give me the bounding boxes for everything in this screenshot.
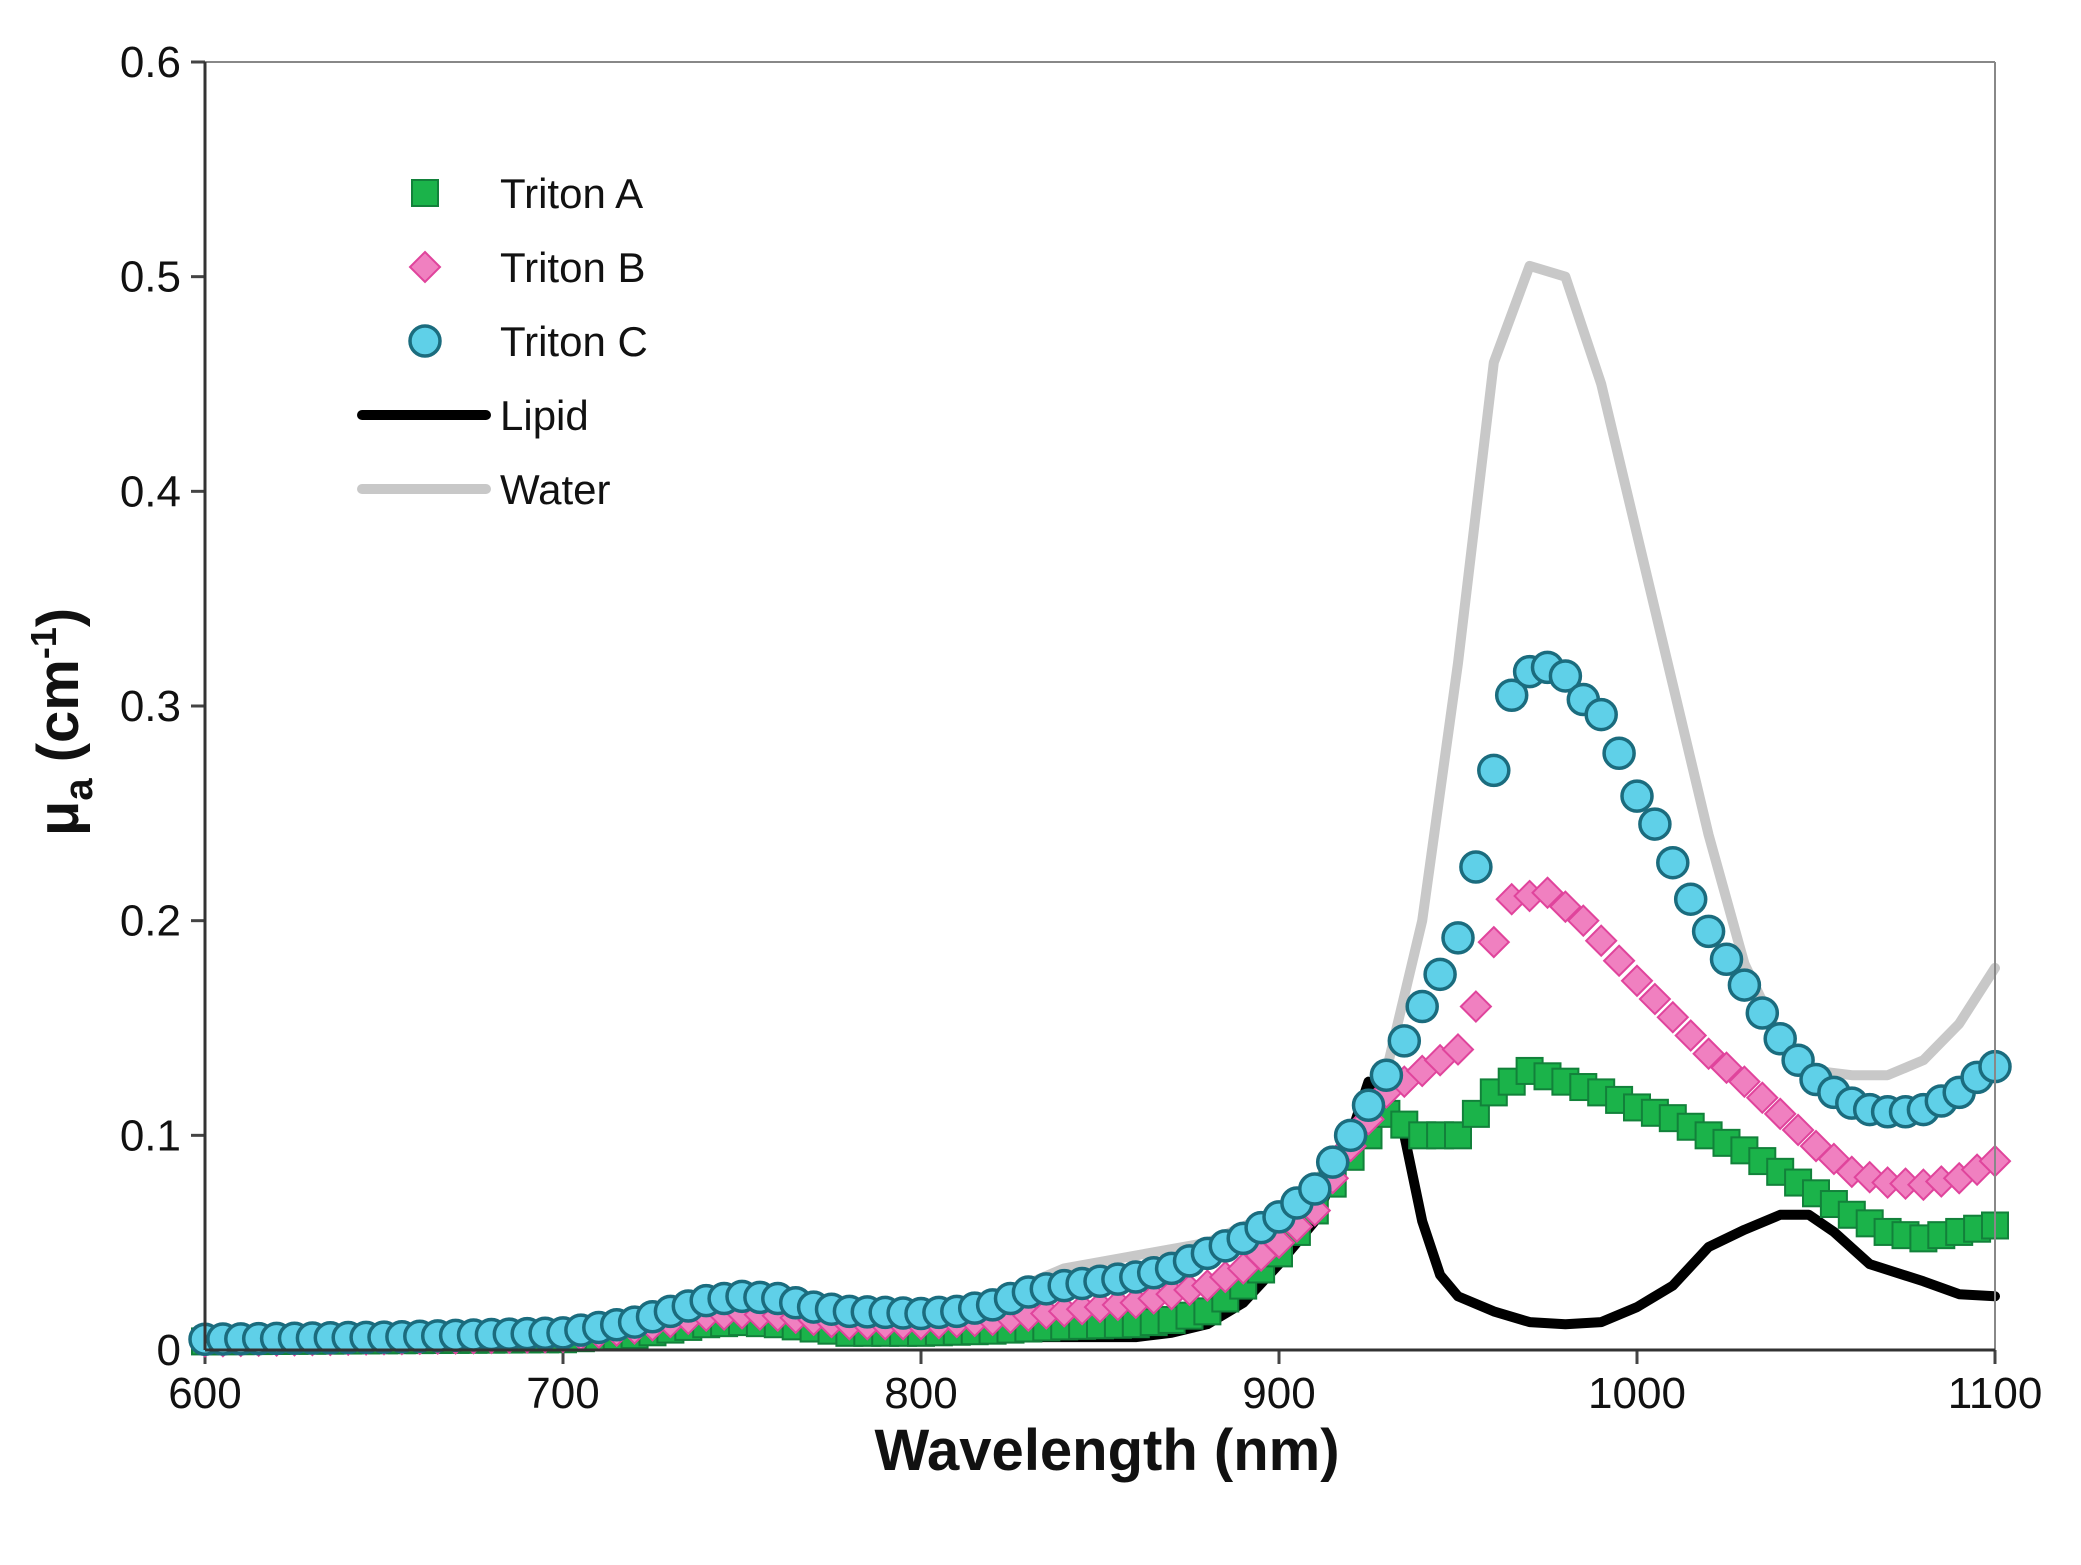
legend-symbol-triton-b: [408, 250, 442, 284]
triton-c-point: [1673, 882, 1708, 916]
triton-c-point: [1745, 996, 1780, 1030]
triton-c-point: [1620, 779, 1654, 813]
triton-b-point: [1781, 1113, 1815, 1147]
triton-c-point: [1459, 850, 1493, 884]
lines-layer: [200, 260, 2000, 1351]
x-tick-label: 800: [884, 1369, 957, 1418]
y-tick-label: 0.4: [120, 467, 181, 516]
triton-b-point: [1548, 890, 1582, 924]
legend-label-water: Water: [500, 466, 610, 513]
legend-label-triton-a: Triton A: [500, 170, 643, 217]
triton-c-point: [1494, 678, 1529, 713]
triton-b-point: [1459, 990, 1493, 1023]
triton-b-point: [1745, 1081, 1779, 1115]
markers-layer: [188, 650, 2012, 1358]
triton-b-point: [1531, 876, 1564, 910]
legend-label-triton-b: Triton B: [500, 244, 645, 291]
x-tick-label: 600: [168, 1369, 241, 1418]
y-tick-label: 0.3: [120, 682, 181, 731]
triton-c-point: [1351, 1088, 1386, 1123]
x-tick-label: 900: [1242, 1369, 1315, 1418]
triton-c-point: [1584, 697, 1618, 732]
y-tick-label: 0.2: [120, 897, 181, 946]
y-axis-title-unit-close: ): [26, 608, 91, 627]
axes-layer: 600 700 800 900 1000 1100 0 0.1 0.2 0.3 0.4 0.5 0.6: [120, 38, 2042, 1418]
triton-c-point: [1709, 942, 1744, 977]
triton-c-series: [188, 650, 2012, 1357]
legend-item-lipid: Lipid: [357, 392, 589, 439]
triton-c-point: [1298, 1172, 1332, 1206]
triton-a-point: [1461, 1099, 1490, 1128]
y-tick-label: 0.1: [120, 1111, 181, 1160]
legend-item-triton-a: Triton A: [411, 170, 643, 217]
y-axis-title-unit-exponent: -1: [23, 627, 64, 659]
x-tick-label: 700: [526, 1369, 599, 1418]
water-line: [200, 260, 2000, 1345]
y-axis-title-unit: (cm: [26, 659, 91, 778]
triton-c-point: [1548, 659, 1583, 693]
triton-b-point: [1692, 1037, 1726, 1071]
legend-item-triton-b: Triton B: [408, 244, 645, 291]
legend-item-triton-c: Triton C: [408, 318, 648, 365]
triton-c-point: [1727, 968, 1762, 1002]
triton-b-point: [1638, 982, 1672, 1016]
frame-layer: [203, 61, 1996, 1352]
y-tick-label: 0.5: [120, 253, 181, 302]
triton-c-point: [1405, 989, 1439, 1024]
triton-c-point: [1763, 1021, 1797, 1056]
y-axis-title-symbol: μ: [26, 801, 91, 837]
y-tick-label: 0: [157, 1326, 181, 1375]
legend-label-triton-c: Triton C: [500, 318, 648, 365]
y-tick-label: 0.6: [120, 38, 181, 87]
legend-symbol-triton-c: [408, 324, 442, 358]
triton-b-point: [1477, 925, 1511, 959]
triton-c-point: [1315, 1145, 1350, 1179]
triton-c-point: [1333, 1118, 1368, 1153]
triton-c-point: [1656, 845, 1690, 880]
triton-b-point: [1656, 1000, 1690, 1034]
triton-b-point: [1584, 924, 1618, 958]
triton-b-point: [1566, 904, 1600, 938]
legend-item-water: Water: [357, 466, 610, 513]
triton-c-point: [1638, 807, 1672, 841]
triton-b-point: [1602, 944, 1636, 978]
triton-c-point: [1691, 914, 1726, 949]
x-axis-title: Wavelength (nm): [874, 1418, 1339, 1483]
triton-c-point: [1441, 921, 1475, 955]
triton-c-point: [1602, 736, 1636, 770]
triton-b-point: [1441, 1033, 1475, 1066]
triton-b-point: [1727, 1065, 1761, 1099]
legend: Triton A Triton B Triton C Lipid Water: [357, 170, 648, 513]
triton-b-point: [1620, 964, 1654, 998]
triton-c-point: [1387, 1024, 1422, 1058]
legend-symbol-triton-a: [411, 179, 439, 207]
triton-b-point: [1763, 1097, 1797, 1131]
x-tick-label: 1100: [1948, 1369, 2043, 1418]
x-tick-label: 1000: [1588, 1369, 1686, 1418]
legend-label-lipid: Lipid: [500, 392, 589, 439]
y-axis-title-subscript: a: [57, 778, 101, 801]
triton-c-point: [1423, 957, 1457, 992]
y-axis-title: μa (cm-1): [23, 608, 101, 836]
triton-c-point: [1477, 753, 1511, 788]
triton-b-point: [1710, 1051, 1743, 1085]
triton-c-point: [1369, 1058, 1404, 1092]
triton-b-point: [1674, 1019, 1708, 1052]
